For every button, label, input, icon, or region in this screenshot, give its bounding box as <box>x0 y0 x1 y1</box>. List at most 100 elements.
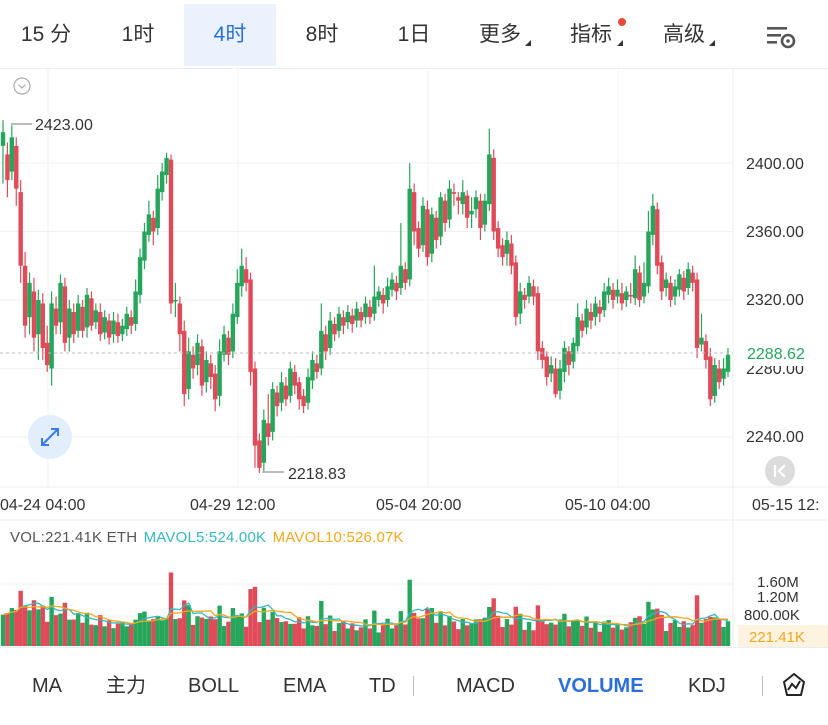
volume-bar <box>5 613 10 646</box>
volume-bar <box>239 613 244 646</box>
volume-bar <box>389 628 395 646</box>
advanced-dropdown-icon <box>709 40 715 46</box>
candle-body <box>261 419 267 463</box>
volume-bar <box>243 626 249 646</box>
candle-body <box>655 209 660 266</box>
volume-bar <box>288 623 293 646</box>
volume-label: VOL:221.41K ETH <box>10 529 138 546</box>
candle-body <box>226 337 231 355</box>
candle-body <box>0 132 6 146</box>
tab-more[interactable]: 更多 <box>479 23 521 46</box>
candle-body <box>469 210 474 215</box>
mavol-lines <box>2 602 729 627</box>
candle-body <box>394 282 399 292</box>
indicator-kdj[interactable]: KDJ <box>688 675 726 697</box>
candle-body <box>610 289 616 300</box>
volume-bar <box>540 619 545 646</box>
indicator-td[interactable]: TD <box>369 675 396 697</box>
volume-bar <box>102 626 107 646</box>
indicator-main-force[interactable]: 主力 <box>106 675 146 697</box>
candle-body <box>624 291 629 300</box>
candle-body <box>49 303 54 369</box>
candle-body <box>221 334 227 355</box>
volume-bar <box>394 623 399 646</box>
candle-body <box>53 308 59 326</box>
x-tick-label: 05-15 12: <box>752 497 820 514</box>
expand-icon[interactable] <box>28 415 72 459</box>
volume-bar <box>482 617 488 646</box>
candle-body <box>668 282 673 300</box>
volume-bar <box>159 620 165 646</box>
candle-body <box>681 277 686 292</box>
candle-body <box>208 363 213 378</box>
candle-body <box>677 274 682 290</box>
candle-body <box>341 317 346 326</box>
volume-y-tick: 1.20M <box>757 589 799 606</box>
volume-grid <box>0 583 733 617</box>
volume-bar <box>403 624 408 646</box>
tab-1d[interactable]: 1日 <box>397 23 431 46</box>
candle-body <box>274 392 280 407</box>
x-tick-label: 05-10 04:00 <box>565 497 651 514</box>
tab-4h[interactable]: 4时 <box>184 4 276 66</box>
candle-body <box>319 330 324 369</box>
volume-bar <box>45 621 50 646</box>
volume-bar <box>80 622 85 646</box>
volume-bar <box>694 595 700 646</box>
candle-body <box>557 368 563 391</box>
tab-advanced[interactable]: 高级 <box>663 23 705 46</box>
indicator-ma[interactable]: MA <box>32 675 62 697</box>
tab-1h[interactable]: 1时 <box>121 23 155 46</box>
candle-body <box>672 286 678 297</box>
candle-body <box>434 217 439 241</box>
candle-body <box>478 200 483 229</box>
volume-bar <box>478 619 483 646</box>
candle-body <box>646 231 651 287</box>
volume-bar <box>310 625 315 646</box>
candle-body <box>173 300 178 302</box>
volume-bar <box>504 619 510 646</box>
indicator-macd[interactable]: MACD <box>456 675 515 697</box>
chart-settings-icon[interactable] <box>764 24 798 50</box>
mavol-line <box>2 602 729 627</box>
candle-body <box>279 382 284 403</box>
collapse-icon[interactable] <box>13 77 31 95</box>
candle-body <box>129 317 134 326</box>
volume-bar <box>641 623 647 646</box>
candle-body <box>146 214 152 235</box>
tab-15m[interactable]: 15 分 <box>20 23 72 46</box>
candle-body <box>323 334 328 352</box>
tab-8h[interactable]: 8时 <box>305 23 339 46</box>
candle-body <box>593 303 598 318</box>
candle-body <box>540 347 545 360</box>
volume-bar <box>584 616 589 646</box>
y-tick-label: 2400.00 <box>746 156 804 173</box>
candle-body <box>102 317 107 333</box>
candle-body <box>544 356 549 378</box>
volume-bar <box>266 619 271 646</box>
high-price-label: 2423.00 <box>35 117 93 134</box>
candle-body <box>314 363 320 372</box>
volume-bar <box>22 605 28 646</box>
volume-bar <box>186 605 191 646</box>
volume-bar <box>425 608 430 646</box>
candle-body <box>553 368 558 395</box>
volume-bar <box>279 622 284 646</box>
candle-body <box>663 279 669 289</box>
x-tick-label: 05-04 20:00 <box>376 497 462 514</box>
indicator-ema[interactable]: EMA <box>283 675 327 697</box>
volume-bar <box>204 618 209 646</box>
price-chart[interactable]: 2400.00 2360.00 2320.00 2280.00 2240.00 … <box>0 68 828 647</box>
drawing-tools-icon[interactable] <box>781 672 807 698</box>
volume-bar <box>115 623 121 646</box>
tab-indicators[interactable]: 指标 <box>570 23 612 46</box>
candle-body <box>628 294 633 297</box>
candle-body <box>296 382 302 400</box>
volume-bar <box>226 621 231 646</box>
volume-bar <box>416 618 421 646</box>
indicator-volume[interactable]: VOLUME <box>558 675 644 697</box>
candle-body <box>575 317 580 347</box>
scroll-to-latest-icon[interactable] <box>765 456 795 486</box>
indicator-boll[interactable]: BOLL <box>188 675 240 697</box>
volume-bar <box>93 625 99 646</box>
